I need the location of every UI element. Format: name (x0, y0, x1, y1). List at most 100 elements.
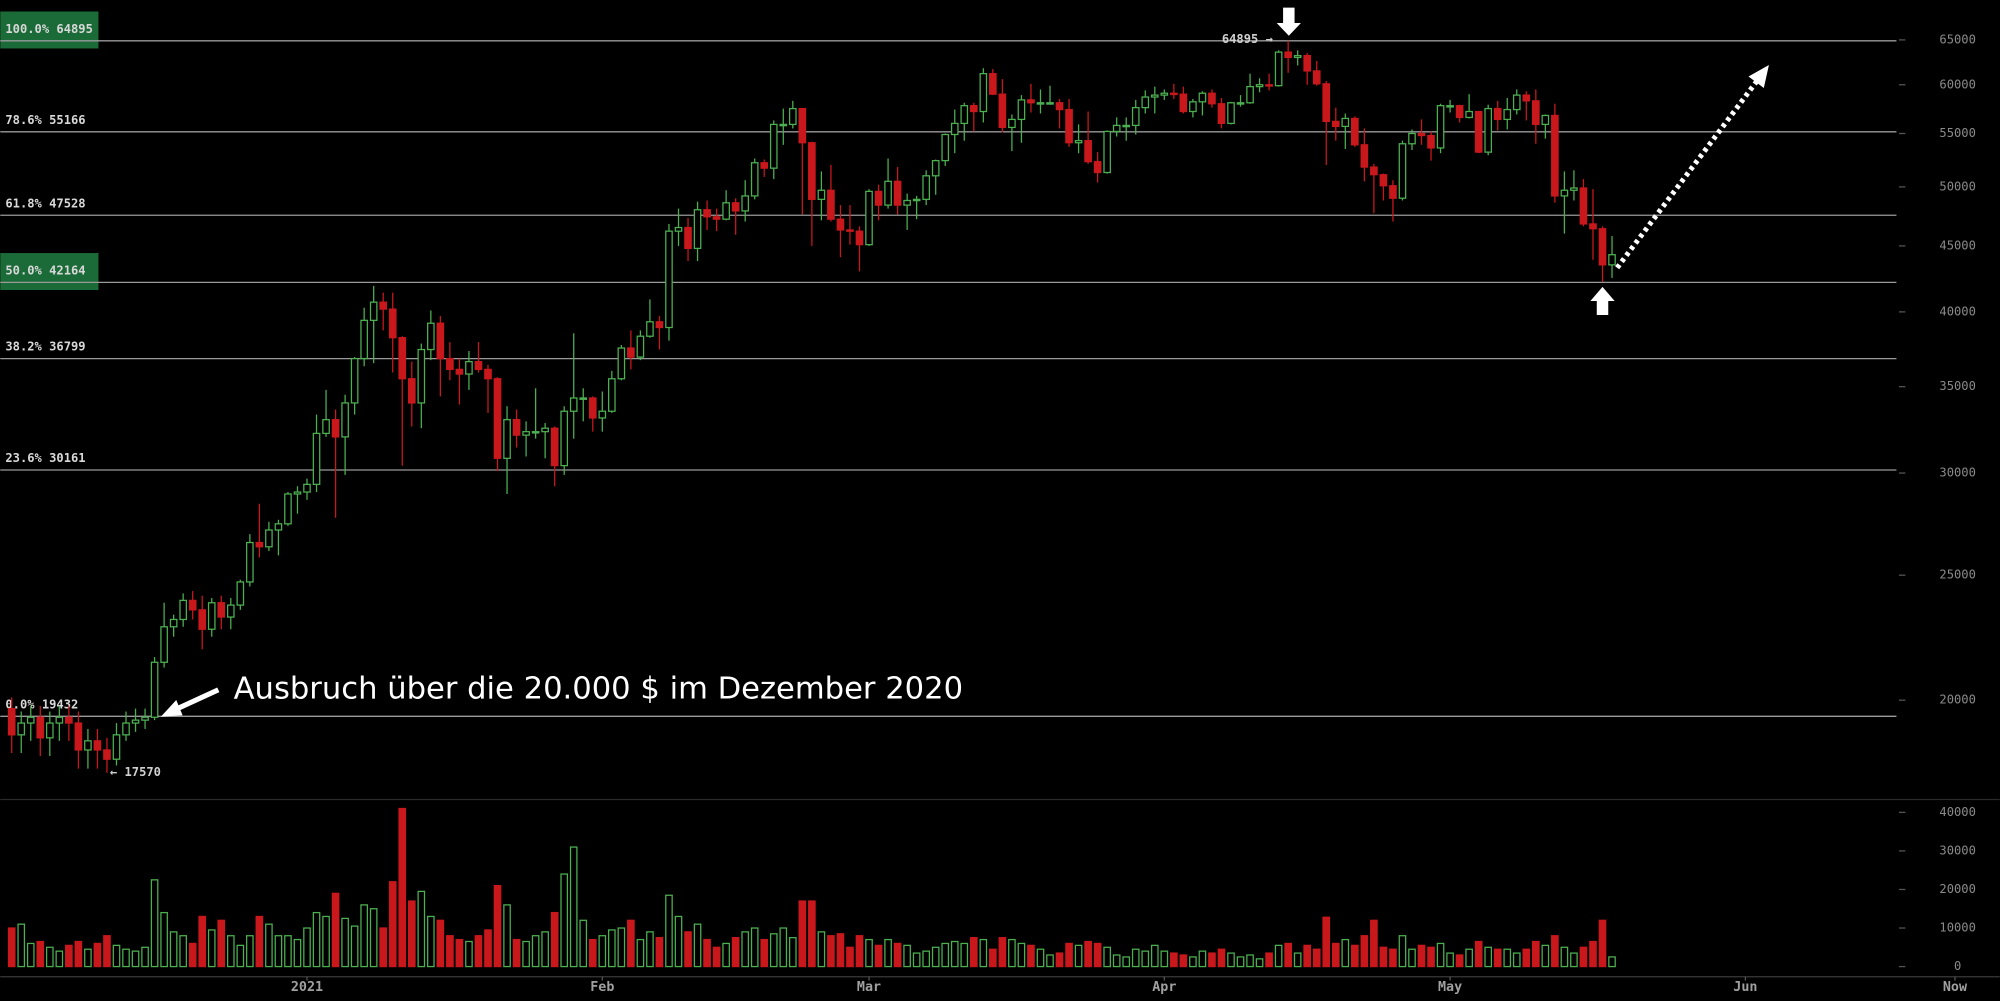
fib-highlight (0, 253, 99, 291)
volume-bar (1293, 952, 1302, 968)
candle-body (1293, 55, 1302, 59)
candle-body (350, 357, 359, 404)
low-label: ← 17570 (110, 765, 161, 779)
volume-bar (198, 915, 207, 968)
volume-bar (484, 929, 492, 968)
candle-body (1512, 94, 1521, 111)
volume-bar (893, 942, 902, 968)
volume-bar (779, 927, 788, 968)
candle-body (979, 73, 988, 113)
candle-body (84, 740, 92, 751)
candle-body (1427, 134, 1435, 149)
candle-body (122, 722, 130, 736)
candle-body (417, 348, 426, 404)
volume-bar (141, 946, 149, 968)
volume-bar (560, 873, 569, 968)
candle-body (150, 661, 159, 718)
candle-body (1579, 187, 1588, 225)
candle-body (293, 491, 302, 495)
candle-body (836, 218, 845, 231)
candle-body (1570, 187, 1578, 191)
volume-bar (1541, 944, 1550, 968)
volume-bar (122, 948, 130, 968)
volume-bar (646, 931, 654, 968)
plot-layer: 20000 25000 30000 35000 40000 45000 50000 55000… (0, 11, 1976, 995)
volume-bar (274, 935, 283, 968)
candle-body (1417, 132, 1426, 137)
volume-bar (265, 923, 273, 968)
volume-bar (350, 925, 359, 968)
volume-bar (960, 942, 969, 968)
candle-body (379, 301, 388, 310)
volume-bar (1522, 948, 1531, 968)
volume-bar (312, 911, 321, 968)
candle-body (465, 361, 473, 375)
volume-bar (1560, 946, 1569, 968)
y-tick-label: 50000 (1939, 179, 1975, 193)
volume-bar (760, 938, 769, 968)
volume-bar (150, 879, 159, 968)
candle-body (1608, 254, 1616, 266)
candle-body (750, 162, 759, 197)
volume-bar (1284, 942, 1292, 968)
candle-body (531, 431, 540, 434)
volume-bar (1465, 948, 1473, 968)
volume-bar (503, 904, 511, 968)
volume-bar (1312, 948, 1321, 968)
candle-body (1398, 143, 1407, 199)
volume-bar (255, 915, 264, 968)
volume-bar (1189, 956, 1197, 968)
candle-body (436, 322, 445, 360)
candle-body (950, 122, 959, 136)
candle-body (684, 226, 692, 250)
volume-bar (1055, 952, 1064, 968)
volume-bar (912, 952, 921, 968)
candle-body (1246, 85, 1254, 104)
volume-bar (303, 927, 311, 968)
candle-body (398, 337, 407, 380)
candle-body (912, 198, 921, 202)
volume-bar (1379, 946, 1388, 968)
volume-bar (1570, 952, 1578, 968)
candle-body (446, 357, 454, 370)
candle-body (493, 378, 502, 459)
volume-bar (1398, 935, 1407, 968)
volume-bar (1227, 952, 1235, 968)
volume-bar (465, 940, 473, 968)
volume-bar (855, 935, 864, 968)
volume-bar (989, 948, 997, 968)
volume-bar (512, 938, 521, 968)
candle-body (1408, 132, 1416, 145)
candle-body (998, 93, 1007, 129)
candle-body (226, 604, 235, 618)
y-tick-label: 45000 (1939, 238, 1975, 252)
candle-body (55, 716, 64, 724)
candle-body (560, 410, 569, 467)
volume-bar (674, 915, 683, 968)
candle-body (703, 209, 711, 218)
candle-body (1531, 100, 1540, 126)
volume-bar (1589, 940, 1597, 968)
candle-body (36, 716, 45, 739)
candle-body (369, 301, 378, 321)
candle-body (617, 347, 626, 380)
candle-body (779, 123, 788, 127)
volume-bar (608, 929, 616, 968)
fib-label: 23.6% 30161 (5, 451, 85, 465)
candle-body (1436, 105, 1445, 149)
candle-body (179, 599, 187, 621)
volume-bar (1150, 944, 1159, 968)
candle-body (1331, 120, 1340, 128)
volume-bar (1265, 952, 1273, 968)
candle-body (1103, 130, 1111, 174)
fib-highlight (0, 11, 99, 49)
volume-bar (865, 938, 873, 968)
candle-body (1560, 189, 1569, 197)
candle-body (407, 378, 416, 404)
volume-bar (112, 944, 121, 968)
candle-body (969, 105, 978, 113)
candle-body (103, 749, 111, 760)
volume-bar (769, 933, 778, 968)
candle-body (512, 419, 521, 436)
volume-bar (1131, 948, 1140, 968)
